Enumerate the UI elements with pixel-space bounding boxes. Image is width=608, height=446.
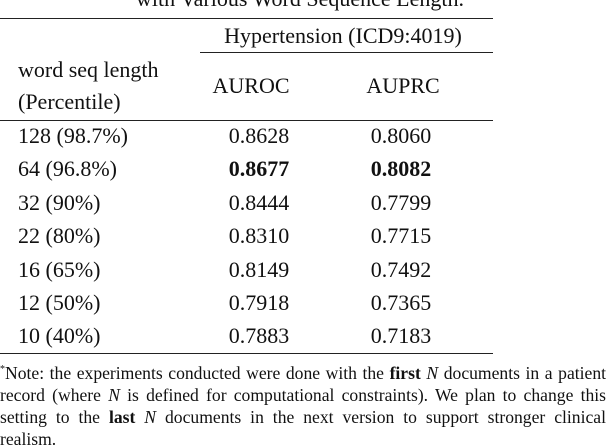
table-cell: 16 (65%) — [18, 256, 101, 282]
table-cell: 32 (90%) — [18, 189, 101, 215]
group-header: Hypertension (ICD9:4019) — [224, 23, 462, 48]
mid-rule — [0, 120, 493, 121]
column-header: word seq length — [18, 57, 159, 82]
table-cell: 0.8060 — [370, 123, 432, 148]
footnote: *Note: the experiments conducted were do… — [0, 359, 606, 446]
table-cell: 22 (80%) — [18, 223, 101, 249]
table-cell: 0.8677 — [228, 156, 290, 182]
text: documents in the next version to support… — [0, 406, 606, 446]
footnote-marker: * — [0, 364, 5, 375]
text: N — [426, 362, 439, 383]
table-cell: 64 (96.8%) — [18, 156, 117, 182]
table-cell: 0.8310 — [228, 223, 290, 249]
top-rule — [0, 18, 493, 20]
table-cell: 0.7883 — [228, 323, 290, 349]
caption: with Various Word Sequence Length. — [136, 0, 464, 10]
column-header: AUROC — [212, 73, 290, 98]
table-cell: 0.8082 — [370, 156, 432, 182]
text: N — [144, 406, 157, 427]
column-header: AUPRC — [366, 73, 440, 98]
text: documents in a patient record (where — [0, 362, 607, 405]
text: first — [389, 362, 421, 383]
text: last — [108, 406, 136, 427]
table-cell: 0.8628 — [228, 123, 290, 148]
table-cell: 0.8444 — [228, 189, 290, 215]
bottom-rule — [0, 353, 493, 355]
column-header: (Percentile) — [18, 89, 121, 114]
table-cell: 0.7183 — [370, 323, 432, 349]
text: Note: the experiments conducted were don… — [5, 362, 384, 383]
table-cell: 128 (98.7%) — [18, 123, 128, 148]
table-cell: 0.7365 — [370, 290, 432, 315]
table-cell: 0.8149 — [228, 256, 290, 282]
text: N — [108, 384, 120, 405]
table-cell: 10 (40%) — [18, 323, 101, 349]
group-rule — [200, 52, 493, 53]
table-cell: 0.7715 — [370, 223, 432, 249]
table-cell: 0.7918 — [228, 290, 290, 315]
table-cell: 0.7492 — [370, 256, 432, 282]
table-cell: 0.7799 — [370, 189, 432, 215]
table-cell: 12 (50%) — [18, 290, 101, 315]
text: is defined for computational constraints… — [0, 384, 606, 427]
